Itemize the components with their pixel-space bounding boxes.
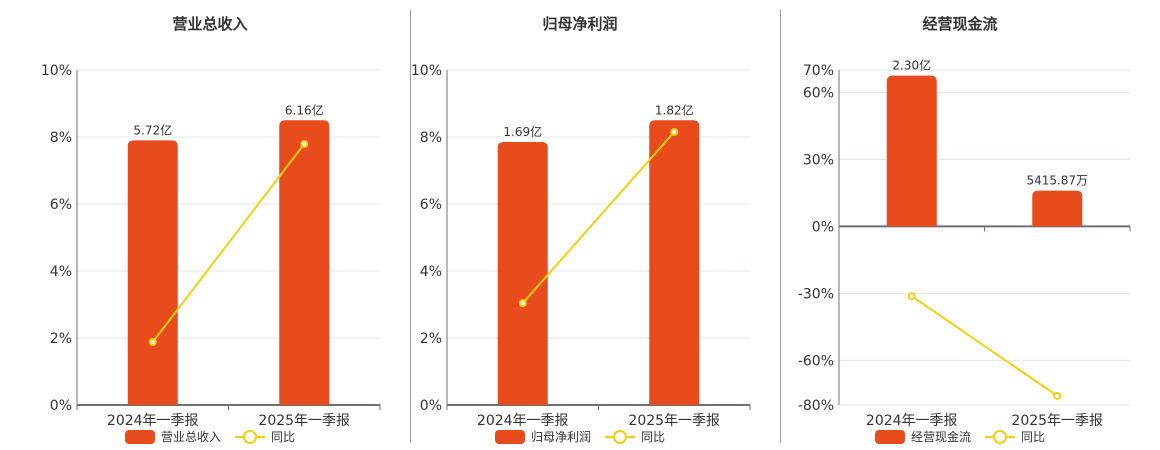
x-category-label: 2025年一季报 [258,413,350,429]
legend-line-swatch[interactable] [605,429,635,444]
line-point [1053,391,1062,400]
line-point [907,292,916,301]
bar [1032,190,1083,227]
chart-title-revenue: 营业总收入 [172,15,248,33]
legend-bar-label[interactable]: 经营现金流 [910,430,971,444]
y-tick-label: 0% [812,219,834,235]
bar-value-label: 6.16亿 [285,102,324,117]
line-point [670,127,679,136]
y-tick-label: 8% [50,130,72,146]
legend-revenue: 营业总收入 同比 [124,428,296,445]
legend-net-profit: 归母净利润 同比 [494,428,666,445]
y-tick-label: 6% [50,197,72,213]
legend-line-label[interactable]: 同比 [1021,430,1046,444]
y-tick-label: 4% [50,264,72,280]
panel-divider [410,10,411,443]
y-tick-label: 10% [411,63,442,79]
bar-value-label: 1.82亿 [655,102,694,117]
bar-value-label: 1.69亿 [503,124,542,139]
bar [127,140,178,405]
legend-line-label[interactable]: 同比 [271,430,296,444]
y-tick-label: -30% [798,286,834,302]
x-category-label: 2024年一季报 [477,413,569,429]
bar [886,75,937,227]
x-category-label: 2025年一季报 [628,413,720,429]
legend-line-swatch[interactable] [235,429,265,444]
bar [497,142,548,405]
bar-value-label: 5.72亿 [133,122,172,137]
bar-value-label: 2.30亿 [892,58,931,73]
y-tick-label: 2% [50,331,72,347]
y-tick-label: -80% [798,398,834,414]
chart-title-operating-cashflow: 经营现金流 [922,15,998,33]
y-tick-label: 4% [420,264,442,280]
y-tick-label: 0% [420,398,442,414]
y-tick-label: 0% [50,398,72,414]
line-point [148,338,157,347]
x-category-label: 2024年一季报 [107,413,199,429]
legend-bar-swatch[interactable] [494,429,525,444]
y-tick-label: 70% [803,63,834,79]
y-tick-label: 2% [420,331,442,347]
legend-bar-label[interactable]: 归母净利润 [530,430,591,444]
y-tick-label: 30% [803,152,834,168]
line-point [300,140,309,149]
bar-value-label: 5415.87万 [1026,174,1088,188]
legend-bar-label[interactable]: 营业总收入 [160,430,221,444]
y-tick-label: -60% [798,353,834,369]
bar [279,120,330,405]
bar [649,120,700,405]
y-tick-label: 10% [41,63,72,79]
chart-title-net-profit: 归母净利润 [542,15,618,33]
legend-operating-cashflow: 经营现金流 同比 [874,428,1046,445]
legend-line-swatch[interactable] [985,429,1015,444]
legend-line-label[interactable]: 同比 [641,430,666,444]
legend-bar-swatch[interactable] [124,429,155,444]
legend-bar-swatch[interactable] [874,429,905,444]
x-category-label: 2024年一季报 [866,413,958,429]
y-tick-label: 60% [803,85,834,101]
line-point [518,299,527,308]
panel-divider [780,10,781,443]
y-tick-label: 6% [420,197,442,213]
y-tick-label: 8% [420,130,442,146]
x-category-label: 2025年一季报 [1011,413,1103,429]
